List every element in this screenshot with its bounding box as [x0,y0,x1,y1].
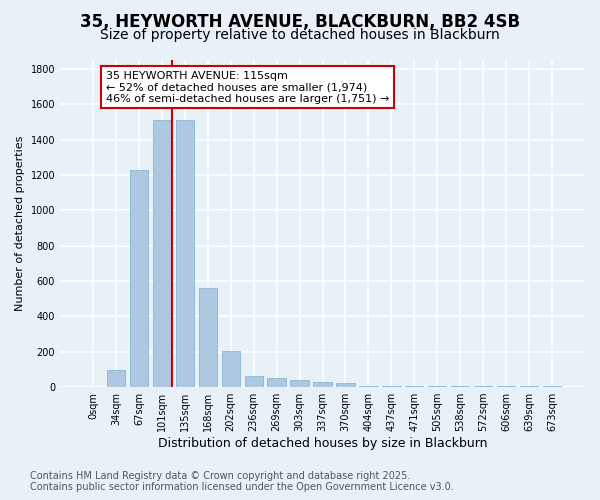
Y-axis label: Number of detached properties: Number of detached properties [15,136,25,311]
Bar [336,382,355,387]
Bar [221,351,240,387]
Text: 35 HEYWORTH AVENUE: 115sqm
← 52% of detached houses are smaller (1,974)
46% of s: 35 HEYWORTH AVENUE: 115sqm ← 52% of deta… [106,70,389,104]
Bar [107,370,125,387]
Bar [290,380,309,387]
Bar [245,376,263,387]
Text: 35, HEYWORTH AVENUE, BLACKBURN, BB2 4SB: 35, HEYWORTH AVENUE, BLACKBURN, BB2 4SB [80,12,520,30]
Text: Contains HM Land Registry data © Crown copyright and database right 2025.
Contai: Contains HM Land Registry data © Crown c… [30,471,454,492]
Bar [268,378,286,387]
Bar [359,386,377,387]
Bar [497,386,515,387]
Bar [130,170,148,387]
Bar [153,120,171,387]
Bar [313,382,332,387]
Bar [199,288,217,387]
Bar [474,386,493,387]
Bar [176,120,194,387]
Bar [382,386,401,387]
X-axis label: Distribution of detached houses by size in Blackburn: Distribution of detached houses by size … [158,437,487,450]
Text: Size of property relative to detached houses in Blackburn: Size of property relative to detached ho… [100,28,500,42]
Bar [451,386,469,387]
Bar [405,386,424,387]
Bar [428,386,446,387]
Bar [543,386,561,387]
Bar [520,386,538,387]
